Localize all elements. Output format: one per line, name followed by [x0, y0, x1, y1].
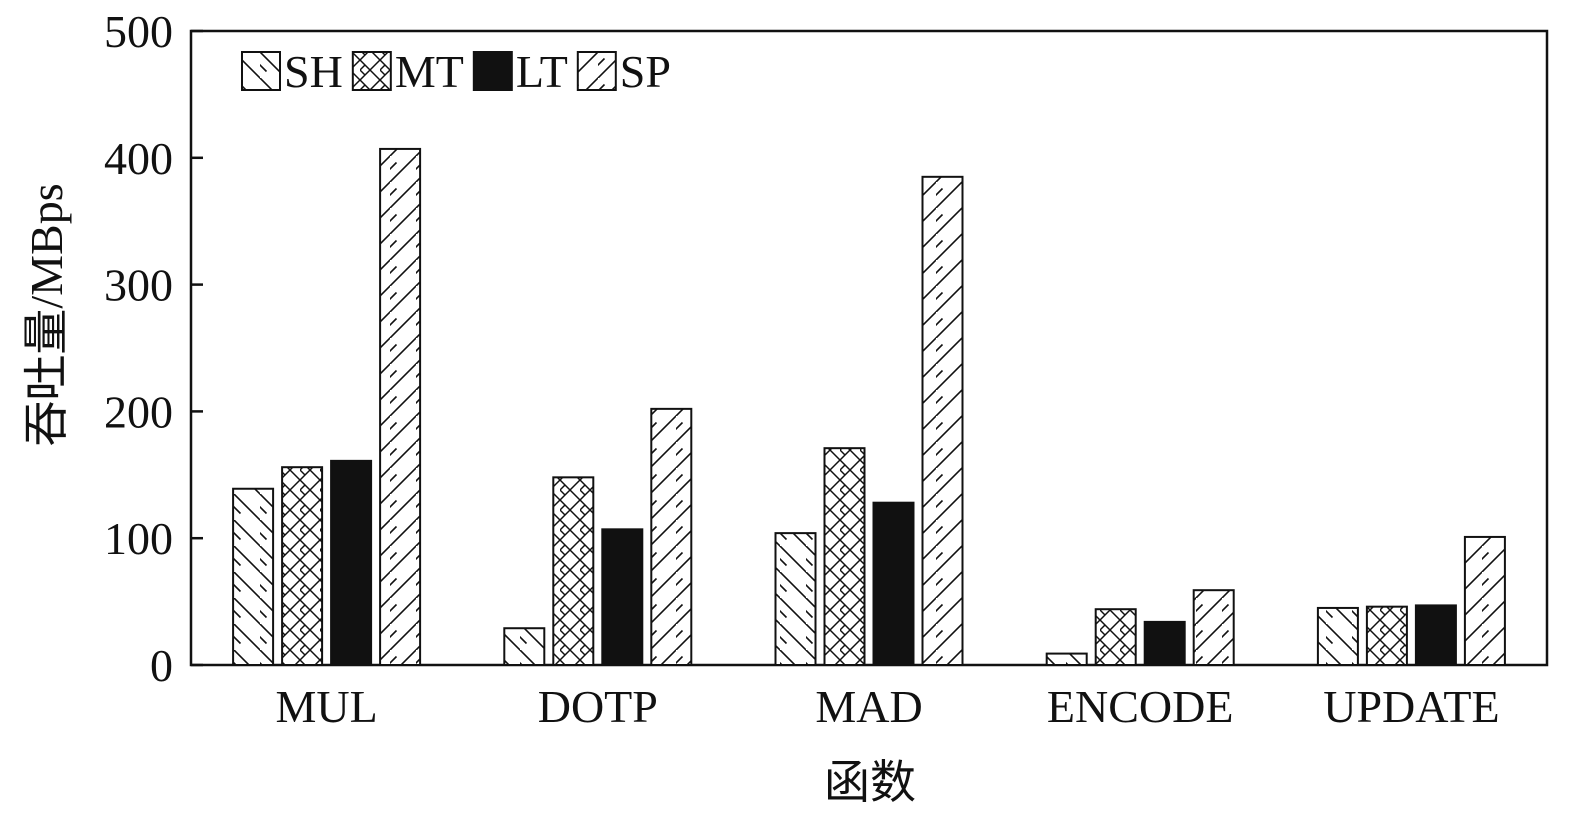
- bar-sh-mul: [232, 487, 275, 666]
- bar-sp-mul: [379, 147, 422, 666]
- y-tick-label: 100: [104, 513, 173, 564]
- bar-sh-dotp: [503, 627, 546, 667]
- bar-sp-update: [1463, 535, 1506, 666]
- y-tick-label: 300: [104, 260, 173, 311]
- bar-sh-encode: [1045, 652, 1088, 667]
- x-tick-label: MUL: [275, 681, 377, 732]
- y-axis: 0 100 200 300 400 500: [104, 6, 203, 691]
- legend-swatch-lt: [472, 51, 513, 91]
- bar-lt-dotp: [601, 528, 644, 666]
- y-axis-title: 吞吐量/MBps: [21, 183, 72, 446]
- y-tick-label: 0: [150, 640, 173, 691]
- bar-mt-mul: [281, 466, 324, 666]
- bar-lt-update: [1414, 604, 1457, 666]
- bar-mt-update: [1365, 605, 1408, 666]
- y-tick-label: 500: [104, 6, 173, 57]
- bar-lt-mul: [330, 459, 373, 666]
- bar-sp-mad: [921, 175, 964, 666]
- x-tick-label: ENCODE: [1047, 681, 1234, 732]
- legend-label-lt: LT: [516, 46, 568, 97]
- bar-sp-dotp: [650, 407, 693, 666]
- bar-mt-encode: [1094, 608, 1137, 667]
- x-tick-label: DOTP: [538, 681, 658, 732]
- plot-area: [189, 29, 1549, 667]
- legend-swatch-sp: [576, 51, 617, 91]
- x-axis-title: 函数: [824, 757, 916, 808]
- bar-mt-dotp: [552, 476, 595, 666]
- legend-label-mt: MT: [395, 46, 464, 97]
- x-axis: MUL DOTP MAD ENCODE UPDATE: [275, 681, 1499, 732]
- bar-sh-update: [1316, 606, 1359, 667]
- y-tick-label: 200: [104, 386, 173, 437]
- bar-lt-mad: [872, 501, 915, 667]
- legend-swatch-mt: [351, 51, 392, 91]
- legend-label-sh: SH: [284, 46, 343, 97]
- y-tick-label: 400: [104, 133, 173, 184]
- x-tick-label: MAD: [815, 681, 922, 732]
- bar-sp-encode: [1192, 589, 1235, 666]
- x-tick-label: UPDATE: [1323, 681, 1499, 732]
- legend: SH MT LT SP: [241, 46, 671, 97]
- bar-lt-encode: [1143, 620, 1186, 666]
- bar-mt-mad: [823, 447, 866, 666]
- plot-border: [189, 29, 1549, 667]
- legend-swatch-sh: [241, 51, 281, 91]
- legend-label-sp: SP: [620, 46, 671, 97]
- bar-sh-mad: [774, 532, 817, 666]
- bars-group: [232, 147, 1506, 667]
